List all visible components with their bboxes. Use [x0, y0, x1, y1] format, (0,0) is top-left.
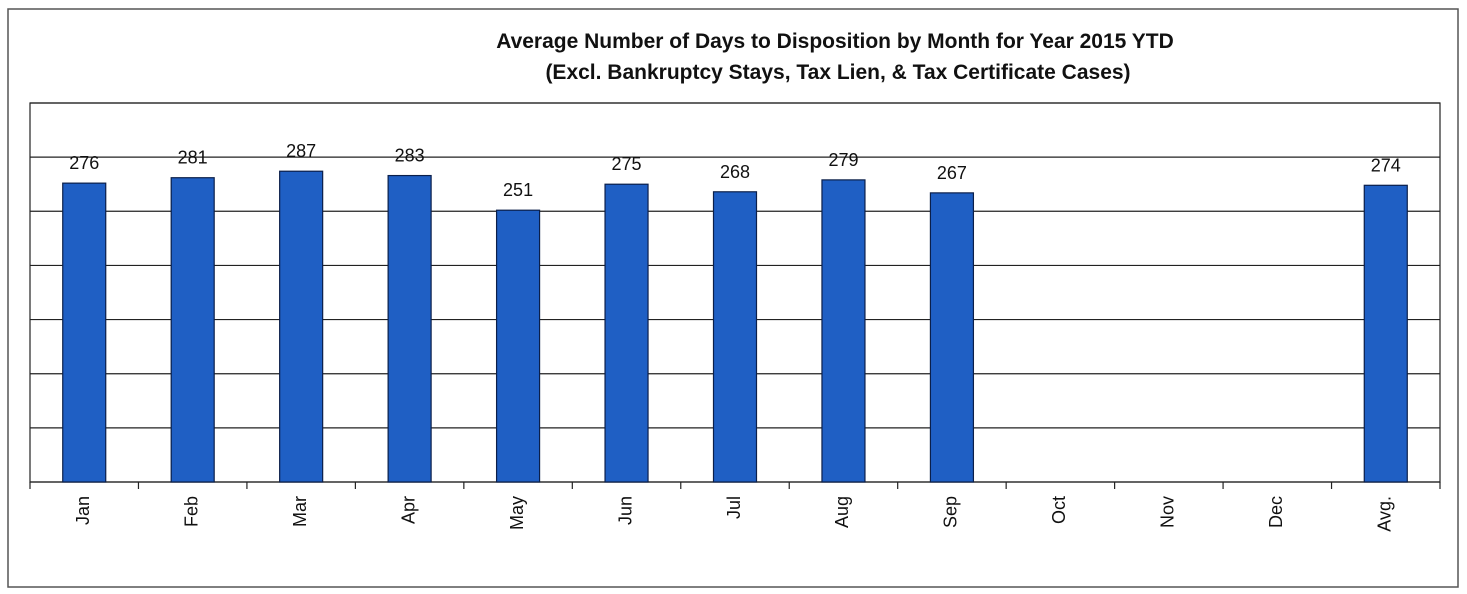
- bar: [279, 170, 324, 483]
- bar: [495, 209, 541, 483]
- x-tick-label: Jun: [615, 496, 635, 525]
- bar: [1363, 184, 1408, 483]
- x-tick-label: Feb: [181, 496, 201, 527]
- x-tick-label: Jul: [724, 496, 744, 519]
- x-tick-label: Avg.: [1375, 496, 1395, 532]
- data-label: 276: [69, 153, 99, 173]
- x-tick-label: Apr: [398, 496, 418, 524]
- x-tick-label: Oct: [1049, 496, 1069, 524]
- x-tick-label: Sep: [941, 496, 961, 528]
- data-label: 279: [828, 150, 858, 170]
- bar: [712, 191, 758, 483]
- chart-title: Average Number of Days to Disposition by…: [496, 30, 1174, 53]
- data-label: 287: [286, 141, 316, 161]
- x-tick-label: Mar: [290, 496, 310, 527]
- data-label: 274: [1371, 155, 1401, 175]
- bar: [170, 177, 215, 483]
- x-tick-label: Jan: [73, 496, 93, 525]
- bar: [929, 192, 975, 483]
- data-label: 275: [612, 154, 642, 174]
- bar: [62, 182, 107, 483]
- chart-border: [7, 8, 1459, 588]
- x-tick-label: Dec: [1266, 496, 1286, 528]
- data-label: 251: [503, 180, 533, 200]
- bar: [387, 174, 432, 483]
- data-label: 267: [937, 163, 967, 183]
- chart-subtitle: (Excl. Bankruptcy Stays, Tax Lien, & Tax…: [545, 61, 1130, 84]
- x-tick-label: May: [507, 496, 527, 530]
- data-label: 283: [395, 146, 425, 166]
- bar: [821, 179, 866, 483]
- bar: [604, 183, 649, 483]
- x-tick-label: Nov: [1158, 496, 1178, 528]
- x-tick-label: Aug: [832, 496, 852, 528]
- data-label: 268: [720, 162, 750, 182]
- data-label: 281: [178, 148, 208, 168]
